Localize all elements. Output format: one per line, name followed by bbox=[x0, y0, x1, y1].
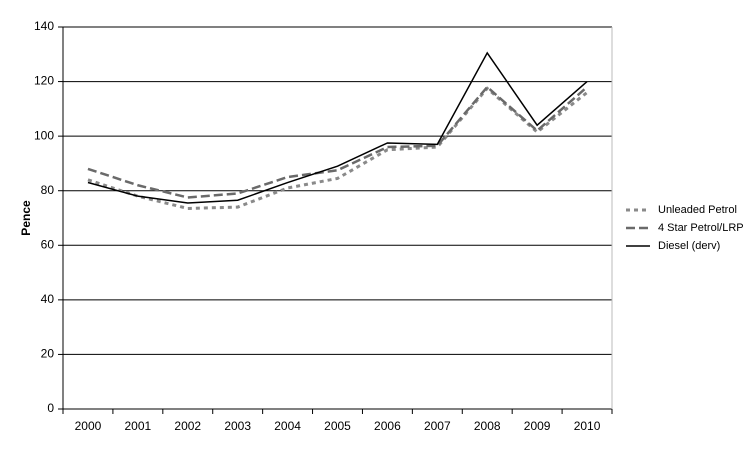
x-tick-label: 2008 bbox=[474, 419, 501, 433]
y-tick-label: 20 bbox=[41, 347, 55, 361]
y-tick-label: 60 bbox=[41, 237, 55, 251]
legend-label: 4 Star Petrol/LRP bbox=[658, 222, 744, 234]
y-axis-label: Pence bbox=[19, 200, 33, 236]
legend-item: Unleaded Petrol bbox=[626, 204, 737, 216]
x-tick-label: 2010 bbox=[574, 419, 601, 433]
x-tick-label: 2002 bbox=[174, 419, 201, 433]
legend-label: Diesel (derv) bbox=[658, 240, 720, 252]
y-tick-label: 140 bbox=[34, 19, 54, 33]
legend-item: 4 Star Petrol/LRP bbox=[626, 222, 744, 234]
x-tick-label: 2001 bbox=[125, 419, 152, 433]
x-tick-label: 2003 bbox=[224, 419, 251, 433]
series-line bbox=[87, 51, 588, 204]
x-tick-label: 2004 bbox=[274, 419, 301, 433]
y-tick-label: 80 bbox=[41, 183, 55, 197]
y-tick-label: 120 bbox=[34, 74, 54, 88]
legend-label: Unleaded Petrol bbox=[658, 204, 737, 216]
legend-item: Diesel (derv) bbox=[626, 240, 720, 252]
x-tick-label: 2009 bbox=[524, 419, 551, 433]
series-line bbox=[87, 85, 588, 199]
x-tick-label: 2005 bbox=[324, 419, 351, 433]
x-tick-label: 2000 bbox=[75, 419, 102, 433]
y-tick-label: 0 bbox=[47, 401, 54, 415]
y-tick-label: 40 bbox=[41, 292, 55, 306]
x-tick-label: 2007 bbox=[424, 419, 451, 433]
y-tick-label: 100 bbox=[34, 128, 54, 142]
x-tick-label: 2006 bbox=[374, 419, 401, 433]
